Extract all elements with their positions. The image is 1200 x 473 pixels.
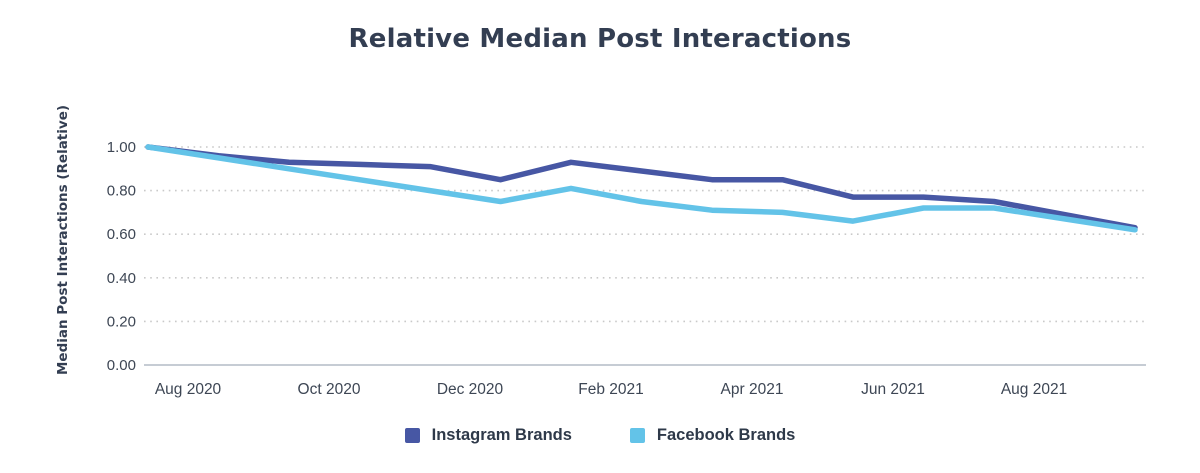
legend-item-instagram: Instagram Brands (404, 426, 572, 445)
x-tick-label: Aug 2021 (1001, 381, 1067, 398)
legend-item-facebook: Facebook Brands (629, 426, 796, 445)
x-tick-label: Feb 2021 (578, 381, 644, 398)
y-tick-label: 0.20 (107, 313, 136, 330)
x-tick-label: Oct 2020 (298, 381, 361, 398)
facebook-brands-line (145, 144, 1138, 233)
x-axis-tick-labels: Aug 2020 Oct 2020 Dec 2020 Feb 2021 Apr 2021… (155, 381, 1067, 398)
y-tick-label: 0.00 (107, 357, 136, 374)
chart-title: Relative Median Post Interactions (348, 24, 852, 54)
y-tick-label: 0.40 (107, 270, 136, 287)
y-tick-label: 1.00 (107, 139, 136, 156)
legend: Instagram Brands Facebook Brands (0, 426, 1200, 445)
y-tick-label: 0.80 (107, 183, 136, 200)
facebook-legend-swatch-icon (629, 428, 645, 443)
x-tick-label: Jun 2021 (861, 381, 925, 398)
gridlines (144, 146, 1146, 366)
x-tick-label: Apr 2021 (721, 381, 784, 398)
instagram-legend-swatch-icon (404, 428, 420, 443)
facebook-legend-label: Facebook Brands (656, 426, 796, 444)
y-axis-tick-labels: 1.00 0.80 0.60 0.40 0.20 0.00 (107, 139, 136, 374)
series-lines (145, 144, 1138, 233)
instagram-brands-line (145, 144, 1138, 231)
x-tick-label: Dec 2020 (437, 381, 504, 398)
x-tick-label: Aug 2020 (155, 381, 222, 398)
instagram-legend-label: Instagram Brands (431, 426, 572, 444)
y-tick-label: 0.60 (107, 226, 136, 243)
